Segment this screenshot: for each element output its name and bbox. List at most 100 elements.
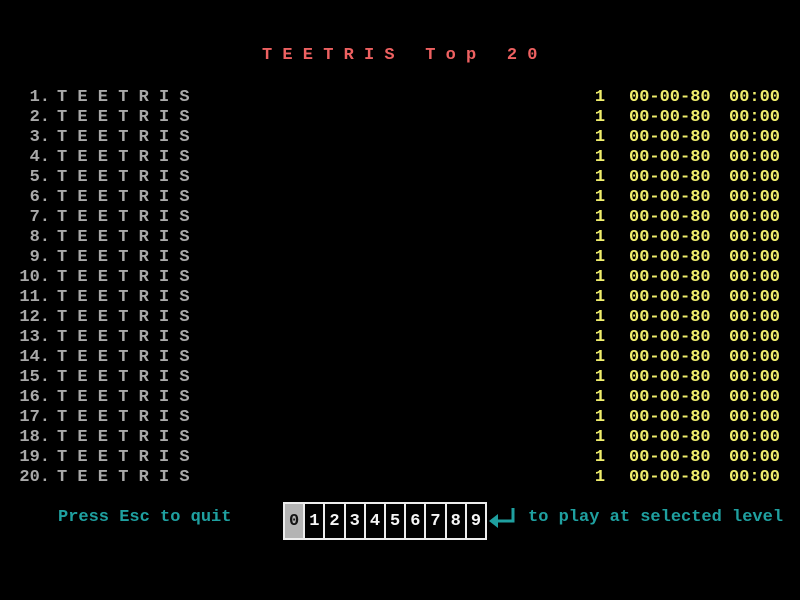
date-value: 00-00-80	[629, 268, 711, 287]
highscore-row: 18. T E E T R I S 1 00-00-80 00:00	[0, 428, 800, 448]
player-name: T E E T R I S	[57, 448, 190, 467]
time-value: 00:00	[729, 88, 781, 107]
rank-label: 11.	[19, 288, 50, 307]
rank-label: 19.	[19, 448, 50, 467]
rank-label: 5.	[29, 168, 50, 187]
level-value: 1	[594, 288, 606, 307]
date-value: 00-00-80	[629, 228, 711, 247]
rank-label: 9.	[29, 248, 50, 267]
date-value: 00-00-80	[629, 208, 711, 227]
rank-label: 6.	[29, 188, 50, 207]
highscore-row: 11. T E E T R I S 1 00-00-80 00:00	[0, 288, 800, 308]
level-option-3[interactable]: 3	[346, 504, 366, 538]
player-name: T E E T R I S	[57, 428, 190, 447]
level-option-9[interactable]: 9	[470, 511, 482, 531]
rank-label: 4.	[29, 148, 50, 167]
date-value: 00-00-80	[629, 468, 711, 487]
highscore-row: 10. T E E T R I S 1 00-00-80 00:00	[0, 268, 800, 288]
date-value: 00-00-80	[629, 408, 711, 427]
level-option-6[interactable]: 6	[406, 504, 427, 538]
level-option-8[interactable]: 8	[447, 504, 467, 538]
player-name: T E E T R I S	[57, 408, 190, 427]
player-name: T E E T R I S	[57, 228, 190, 247]
player-name: T E E T R I S	[57, 148, 190, 167]
level-option-7[interactable]: 7	[426, 504, 447, 538]
date-value: 00-00-80	[629, 388, 711, 407]
level-option-1[interactable]: 1	[305, 504, 326, 538]
time-value: 00:00	[729, 208, 781, 227]
rank-label: 13.	[19, 328, 50, 347]
rank-label: 7.	[29, 208, 50, 227]
level-option-5[interactable]: 5	[386, 504, 407, 538]
date-value: 00-00-80	[629, 308, 711, 327]
rank-label: 2.	[29, 108, 50, 127]
date-value: 00-00-80	[629, 428, 711, 447]
level-value: 1	[594, 268, 606, 287]
time-value: 00:00	[729, 468, 781, 487]
time-value: 00:00	[729, 308, 781, 327]
player-name: T E E T R I S	[57, 248, 190, 267]
highscore-row: 14. T E E T R I S 1 00-00-80 00:00	[0, 348, 800, 368]
time-value: 00:00	[729, 228, 781, 247]
player-name: T E E T R I S	[57, 168, 190, 187]
highscore-row: 7. T E E T R I S 1 00-00-80 00:00	[0, 208, 800, 228]
date-value: 00-00-80	[629, 108, 711, 127]
level-value: 1	[594, 168, 606, 187]
level-option-4[interactable]: 4	[366, 504, 387, 538]
rank-label: 12.	[19, 308, 50, 327]
level-value: 1	[594, 228, 606, 247]
time-value: 00:00	[729, 128, 781, 147]
level-selector[interactable]: 0 1 2 3 4 5 6 7 8 9	[283, 502, 487, 540]
date-value: 00-00-80	[629, 248, 711, 267]
date-value: 00-00-80	[629, 448, 711, 467]
highscore-row: 6. T E E T R I S 1 00-00-80 00:00	[0, 188, 800, 208]
time-value: 00:00	[729, 268, 781, 287]
highscore-row: 16. T E E T R I S 1 00-00-80 00:00	[0, 388, 800, 408]
level-option-2[interactable]: 2	[325, 504, 346, 538]
level-value: 1	[594, 328, 606, 347]
highscore-row: 17. T E E T R I S 1 00-00-80 00:00	[0, 408, 800, 428]
level-value: 1	[594, 148, 606, 167]
highscore-row: 15. T E E T R I S 1 00-00-80 00:00	[0, 368, 800, 388]
level-value: 1	[594, 388, 606, 407]
highscore-row: 2. T E E T R I S 1 00-00-80 00:00	[0, 108, 800, 128]
level-value: 1	[594, 368, 606, 387]
level-option-0[interactable]: 0	[285, 504, 306, 538]
player-name: T E E T R I S	[57, 288, 190, 307]
player-name: T E E T R I S	[57, 208, 190, 227]
highscore-row: 20. T E E T R I S 1 00-00-80 00:00	[0, 468, 800, 488]
time-value: 00:00	[729, 448, 781, 467]
time-value: 00:00	[729, 168, 781, 187]
rank-label: 20.	[19, 468, 50, 487]
date-value: 00-00-80	[629, 168, 711, 187]
player-name: T E E T R I S	[57, 388, 190, 407]
highscore-row: 13. T E E T R I S 1 00-00-80 00:00	[0, 328, 800, 348]
player-name: T E E T R I S	[57, 348, 190, 367]
date-value: 00-00-80	[629, 368, 711, 387]
date-value: 00-00-80	[629, 188, 711, 207]
date-value: 00-00-80	[629, 128, 711, 147]
rank-label: 18.	[19, 428, 50, 447]
level-value: 1	[594, 408, 606, 427]
player-name: T E E T R I S	[57, 328, 190, 347]
time-value: 00:00	[729, 108, 781, 127]
player-name: T E E T R I S	[57, 368, 190, 387]
date-value: 00-00-80	[629, 348, 711, 367]
rank-label: 8.	[29, 228, 50, 247]
level-value: 1	[594, 248, 606, 267]
level-value: 1	[594, 208, 606, 227]
time-value: 00:00	[729, 148, 781, 167]
page-title: T E E T R I S T o p 2 0	[262, 46, 538, 65]
time-value: 00:00	[729, 368, 781, 387]
time-value: 00:00	[729, 288, 781, 307]
highscore-row: 4. T E E T R I S 1 00-00-80 00:00	[0, 148, 800, 168]
player-name: T E E T R I S	[57, 108, 190, 127]
level-value: 1	[594, 348, 606, 367]
level-value: 1	[594, 108, 606, 127]
player-name: T E E T R I S	[57, 308, 190, 327]
time-value: 00:00	[729, 348, 781, 367]
rank-label: 3.	[29, 128, 50, 147]
level-value: 1	[594, 428, 606, 447]
player-name: T E E T R I S	[57, 188, 190, 207]
date-value: 00-00-80	[629, 328, 711, 347]
